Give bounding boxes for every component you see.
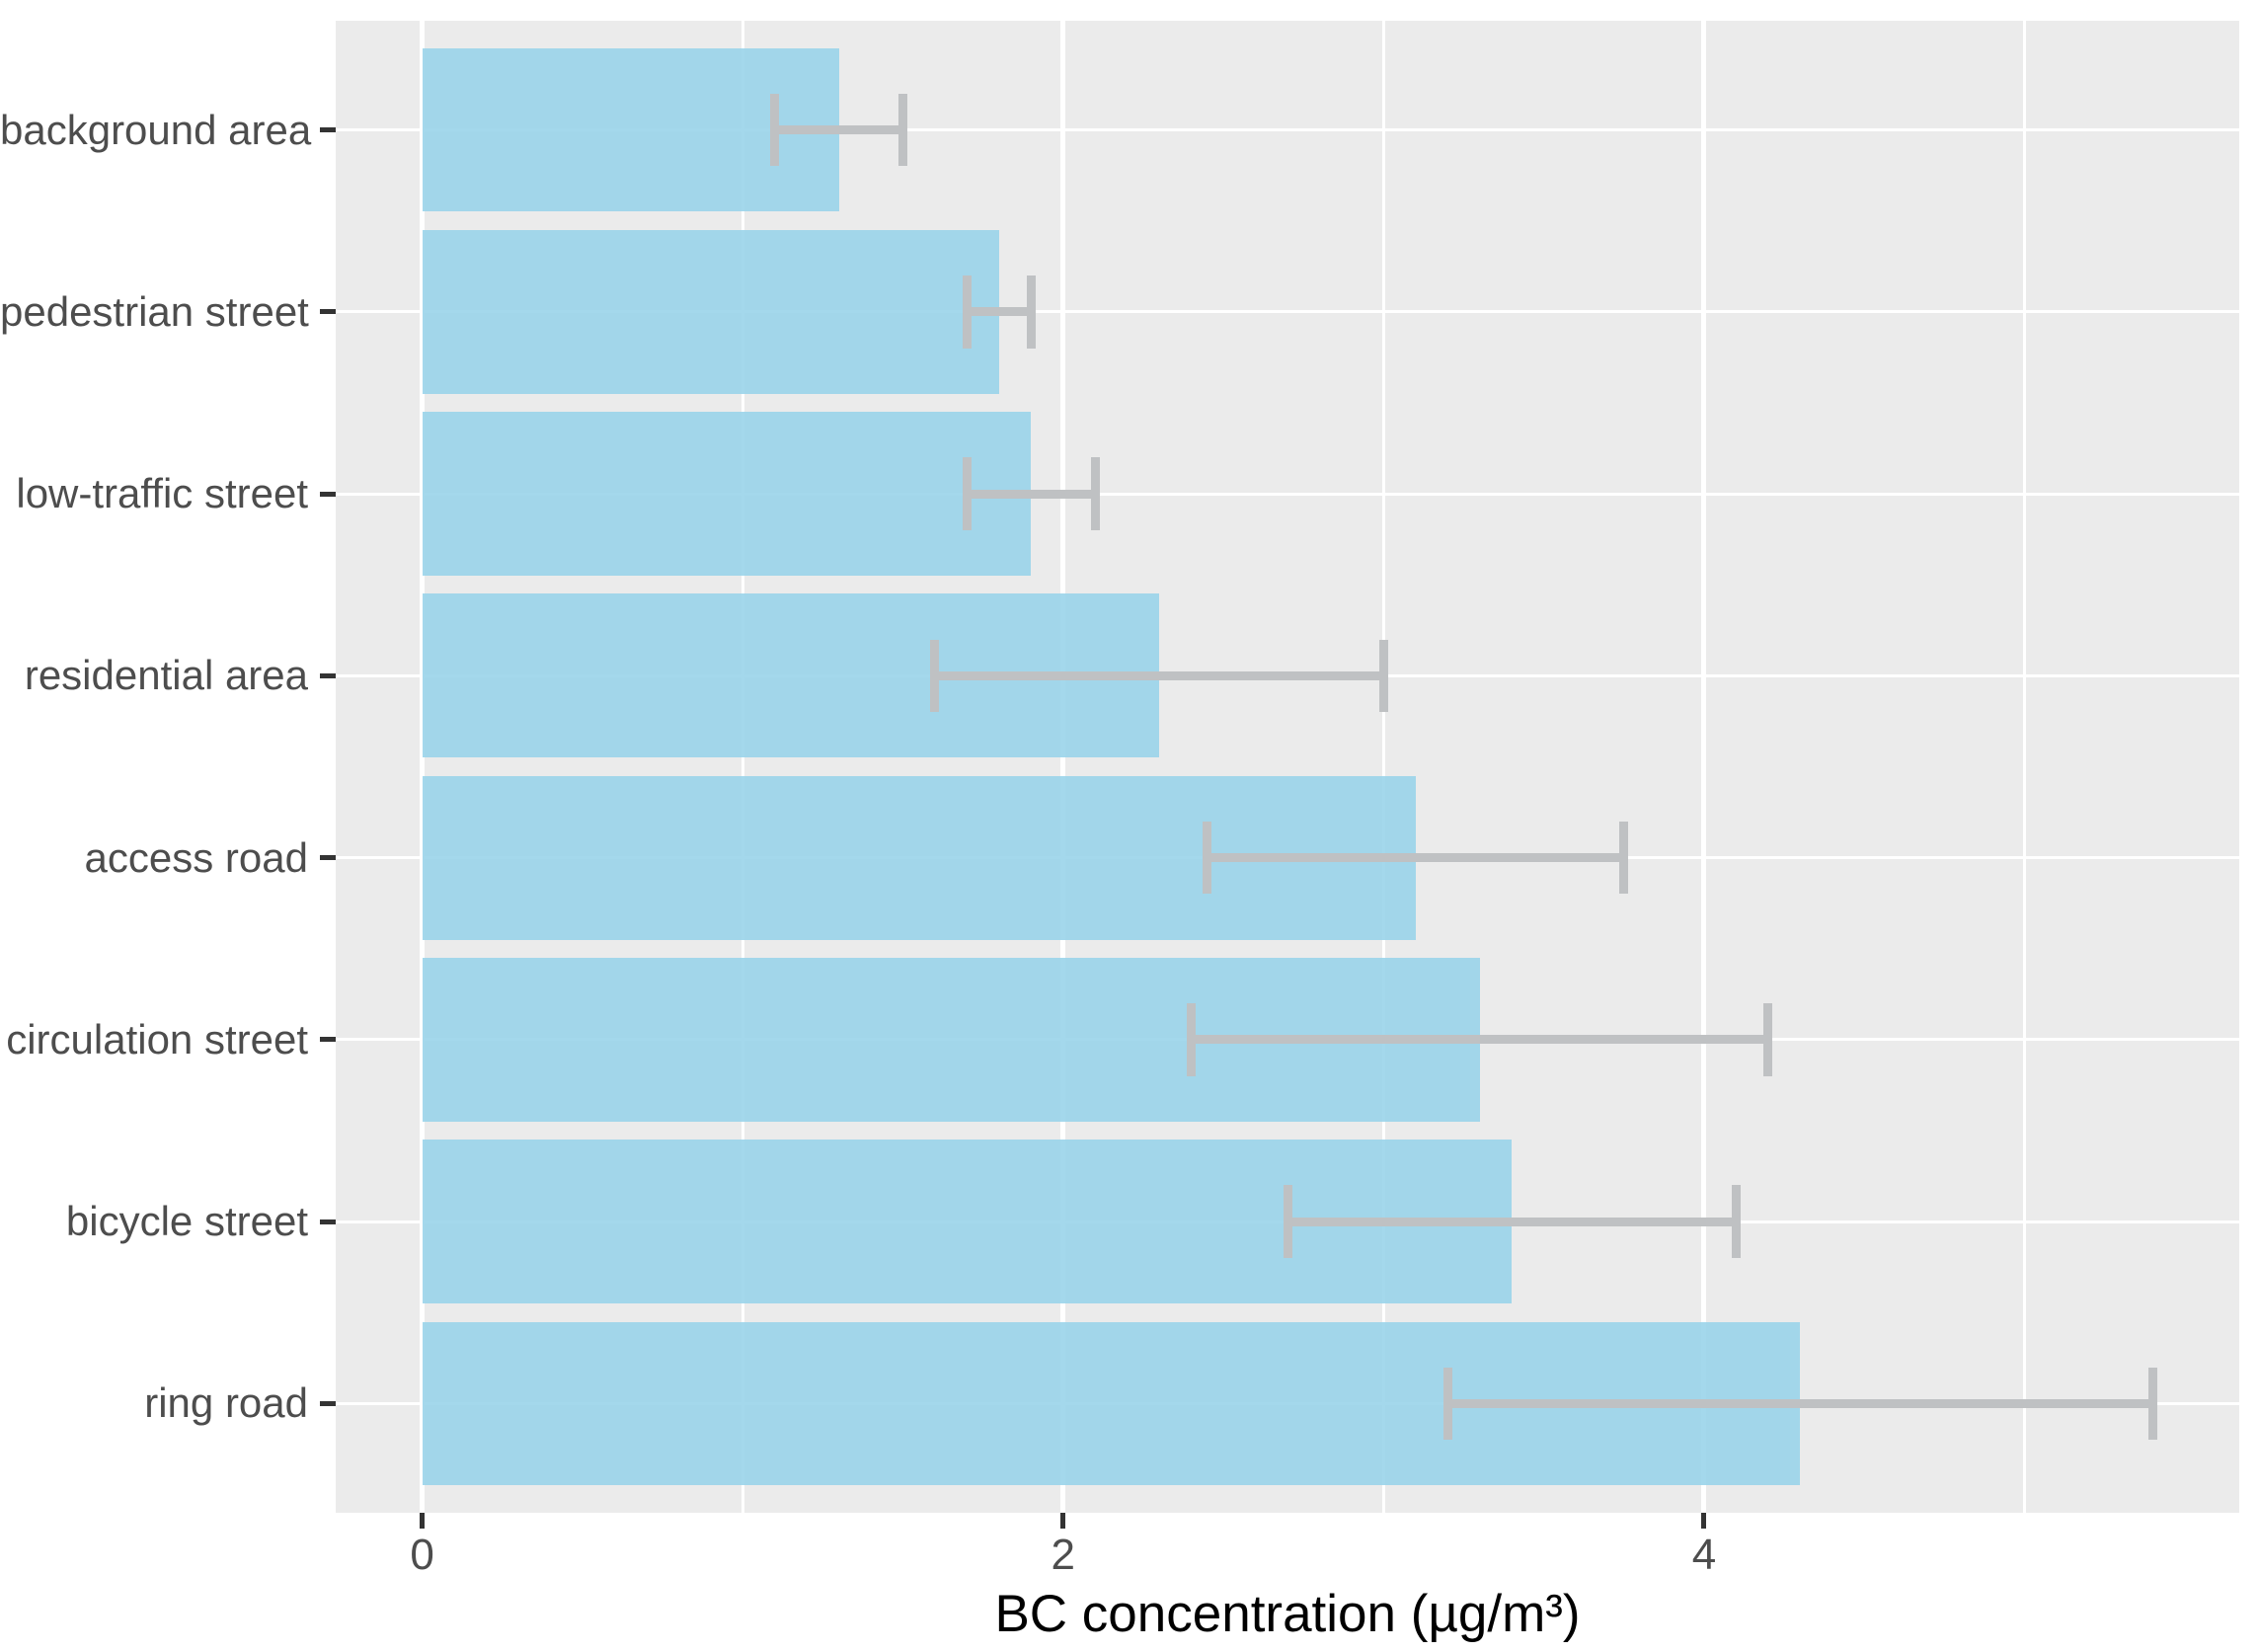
gridline-x-minor <box>740 21 744 1513</box>
x-tick-label: 2 <box>1051 1531 1076 1579</box>
x-tick-label: 4 <box>1691 1531 1717 1579</box>
y-tick-mark <box>320 1037 336 1043</box>
gridline-y-major <box>336 492 2239 496</box>
error-bar-cap <box>962 275 972 349</box>
error-bar-cap <box>1619 821 1629 895</box>
plot-panel <box>336 21 2239 1513</box>
error-bar-line <box>1191 1035 1768 1045</box>
y-tick-mark <box>320 855 336 861</box>
gridline-x-minor <box>1381 21 1385 1513</box>
bar <box>422 47 839 212</box>
error-bar-cap <box>1203 821 1212 895</box>
error-bar-cap <box>1283 1185 1292 1259</box>
bar <box>422 412 1032 576</box>
error-bar-line <box>1287 1217 1737 1226</box>
y-tick-mark <box>320 309 336 315</box>
gridline-y-major <box>336 128 2239 132</box>
error-bar-cap <box>1731 1185 1741 1259</box>
gridline-y-major <box>336 310 2239 314</box>
gridline-x-major <box>1060 21 1066 1513</box>
y-tick-label: circulation street <box>6 1015 308 1062</box>
y-tick-label: low-traffic street <box>16 470 308 517</box>
y-tick-mark <box>320 491 336 497</box>
x-tick-mark <box>1060 1513 1066 1529</box>
error-bar-cap <box>770 93 780 167</box>
error-bar-cap <box>930 639 940 713</box>
y-tick-mark <box>320 672 336 678</box>
error-bar-cap <box>1026 275 1036 349</box>
y-tick-label: pedestrian street <box>0 287 309 335</box>
error-bar-line <box>934 670 1384 680</box>
y-tick-label: background area <box>0 106 312 153</box>
gridline-x-major <box>1701 21 1707 1513</box>
error-bar-cap <box>962 457 972 530</box>
y-tick-label: residential area <box>24 652 308 699</box>
x-axis-title: BC concentration (µg/m³) <box>994 1585 1581 1643</box>
x-tick-label: 0 <box>410 1531 434 1579</box>
y-tick-mark <box>320 1400 336 1406</box>
error-bar-cap <box>2147 1367 2157 1441</box>
error-bar-line <box>1447 1398 2153 1408</box>
y-tick-label: bicycle street <box>65 1198 308 1245</box>
error-bar-cap <box>1763 1003 1773 1076</box>
error-bar-line <box>1207 853 1624 863</box>
y-tick-mark <box>320 127 336 133</box>
x-tick-mark <box>420 1513 426 1529</box>
error-bar-cap <box>1442 1367 1452 1441</box>
gridline-x-major <box>420 21 426 1513</box>
y-tick-label: ring road <box>144 1379 308 1427</box>
y-tick-label: access road <box>84 833 308 881</box>
error-bar-cap <box>1090 457 1100 530</box>
error-bar-cap <box>1187 1003 1197 1076</box>
x-tick-mark <box>1701 1513 1707 1529</box>
error-bar-cap <box>898 93 907 167</box>
bar <box>422 229 999 394</box>
error-bar-line <box>774 125 903 135</box>
error-bar-line <box>967 489 1096 499</box>
error-bar-cap <box>1378 639 1388 713</box>
gridline-x-minor <box>2023 21 2027 1513</box>
error-bar-line <box>967 307 1032 317</box>
y-tick-mark <box>320 1219 336 1224</box>
